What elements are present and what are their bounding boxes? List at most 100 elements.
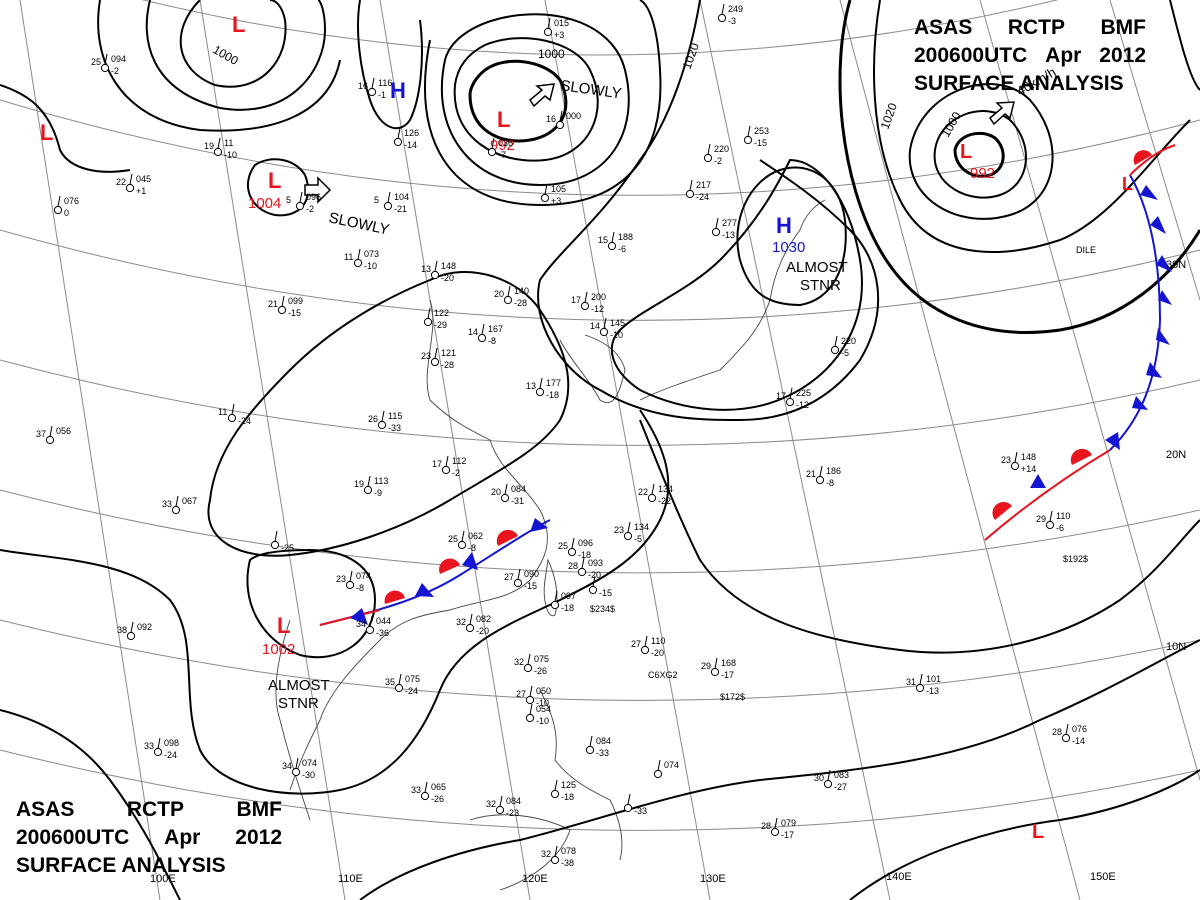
- station-value: -20: [441, 273, 454, 283]
- station-value: 253: [754, 126, 769, 136]
- latitude-line: [0, 749, 1200, 831]
- station-value: 31: [906, 677, 916, 687]
- longitude-line: [19, 0, 161, 900]
- station-value: 13: [526, 381, 536, 391]
- isobar: [873, 0, 1191, 253]
- station-circle-icon: [915, 683, 925, 693]
- station-value: 35: [385, 677, 395, 687]
- station-circle-icon: [125, 183, 135, 193]
- station-value: 096: [578, 538, 593, 548]
- longitude-label: 120E: [522, 873, 548, 885]
- station-circle-icon: [550, 855, 560, 865]
- station-value: 145: [610, 318, 625, 328]
- station-circle-icon: [1010, 461, 1020, 471]
- station-circle-icon: [423, 317, 433, 327]
- wind-barb-icon: [689, 179, 693, 191]
- station-value: -38: [561, 858, 574, 868]
- station-value: 11: [344, 252, 353, 262]
- coastlines: [275, 199, 826, 891]
- wind-barb-icon: [357, 248, 361, 260]
- station-value: 37: [36, 429, 46, 439]
- longitude-label: 140E: [886, 871, 912, 883]
- station-plot: 33 065 -26: [411, 781, 446, 804]
- cold-front-triangle: [1158, 290, 1172, 305]
- station-value: 113: [374, 476, 388, 486]
- cold-front-triangle: [1105, 432, 1120, 450]
- station-value: -2: [306, 204, 314, 214]
- wind-barb-icon: [445, 455, 449, 467]
- station-circle-icon: [685, 189, 695, 199]
- wind-barb-icon: [371, 77, 375, 89]
- cold-front-triangle: [1132, 396, 1148, 410]
- station-plot: 17 112 -2: [432, 455, 466, 478]
- station-value: -27: [834, 782, 847, 792]
- product-title: SURFACE ANALYSIS: [914, 72, 1124, 95]
- station-value: 067: [182, 496, 197, 506]
- station-value: -8: [468, 543, 476, 553]
- agency-label: BMF: [1100, 16, 1147, 39]
- station-circle-icon: [363, 485, 373, 495]
- station-value: 096: [306, 192, 321, 202]
- wind-barb-icon: [827, 769, 831, 781]
- wind-barb-icon: [481, 323, 485, 335]
- agency-label: ASAS: [914, 16, 973, 39]
- station-circle-icon: [277, 305, 287, 315]
- isobar: [179, 0, 287, 88]
- isobar-label: 1020: [878, 101, 900, 131]
- station-plot: 11 -24: [218, 403, 251, 426]
- wind-barb-icon: [231, 403, 235, 415]
- station-plot: 29 110 -6: [1036, 510, 1070, 533]
- stationary-front: [319, 609, 381, 626]
- station-plot: 5 104 -21: [374, 191, 409, 214]
- pressure-value: 992: [970, 165, 995, 182]
- station-circle-icon: [543, 27, 553, 37]
- station-circle-icon: [653, 769, 663, 779]
- isobar-label: 1000: [538, 47, 565, 61]
- station-circle-icon: [45, 435, 55, 445]
- station-value: 074: [356, 571, 371, 581]
- latitude-label: 30N: [1166, 259, 1186, 271]
- longitude-line: [839, 0, 1081, 900]
- latitude-label: 20N: [1166, 449, 1186, 461]
- station-plot: 28 076 -14: [1052, 723, 1087, 746]
- station-value: -26: [431, 794, 444, 804]
- wind-barb-icon: [491, 137, 495, 149]
- station-circle-icon: [815, 475, 825, 485]
- cold-front-triangle: [1146, 362, 1162, 378]
- station-value: 19: [204, 141, 214, 151]
- station-value: -15: [754, 138, 767, 148]
- station-value: 186: [826, 466, 841, 476]
- station-circle-icon: [441, 465, 451, 475]
- low-pressure-symbol: L: [40, 120, 53, 145]
- latitude-line: [0, 489, 1200, 574]
- station-value: 249: [728, 4, 743, 14]
- front-symbols: [350, 150, 1172, 625]
- station-value: 115: [388, 411, 402, 421]
- station-plot: 11 073 -10: [344, 248, 379, 271]
- station-value: 21: [806, 469, 816, 479]
- station-value: -28: [514, 298, 527, 308]
- station-value: 134: [658, 484, 673, 494]
- isobar: [0, 409, 670, 795]
- station-plot: 20 084 -31: [491, 483, 526, 506]
- valid-time: 200600UTC: [16, 826, 130, 849]
- warm-front-semicircle: [496, 529, 518, 546]
- isobar: [953, 131, 1005, 178]
- latitude-line: [0, 619, 1200, 701]
- station-circle-icon: [126, 631, 136, 641]
- station-plot: 26 115 -33: [368, 410, 402, 433]
- isobar: [838, 0, 1200, 334]
- station-value: 062: [468, 531, 483, 541]
- pressure-value: 1030: [772, 239, 805, 256]
- station-plot: 33 067: [162, 495, 197, 515]
- station-plot: 15 188 -6: [598, 231, 633, 254]
- station-value: -14: [1072, 736, 1085, 746]
- station-circle-icon: [525, 695, 535, 705]
- isobar: [933, 110, 1027, 199]
- station-value: 33: [411, 785, 421, 795]
- station-plot: 14 145 -10: [590, 317, 625, 340]
- motion-arrow-icon: [304, 176, 332, 204]
- wind-barb-icon: [544, 183, 548, 195]
- station-circle-icon: [717, 13, 727, 23]
